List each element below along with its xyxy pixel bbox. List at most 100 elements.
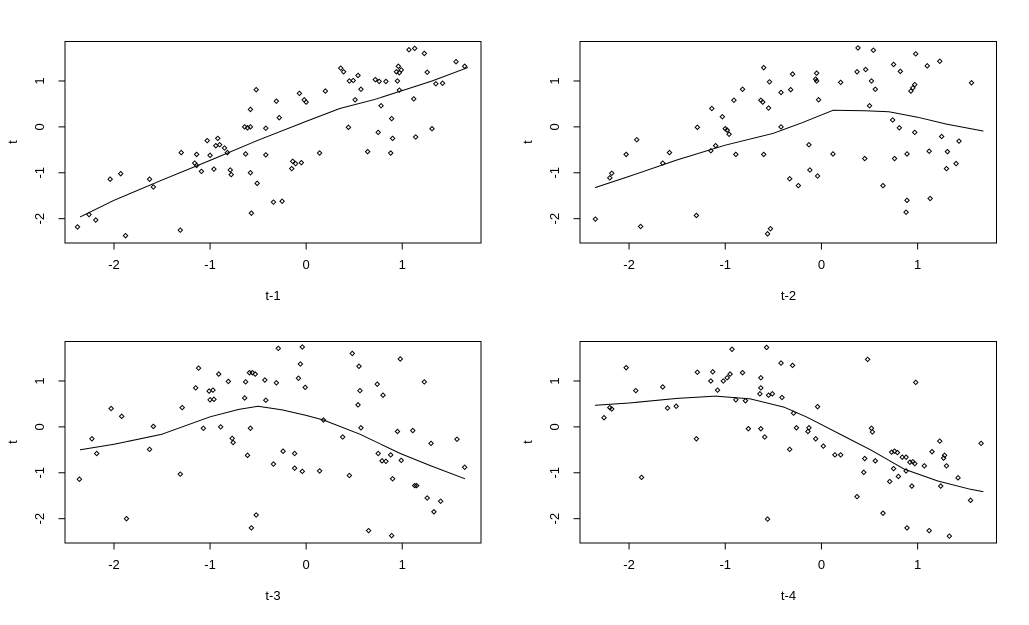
data-point — [211, 396, 217, 403]
data-point — [179, 404, 186, 411]
data-point — [261, 377, 268, 383]
data-point — [316, 150, 323, 156]
data-point — [813, 78, 820, 84]
data-point — [228, 171, 235, 178]
data-point — [659, 384, 666, 390]
data-point — [356, 363, 362, 370]
x-tick-label: 0 — [303, 257, 310, 272]
data-point — [375, 129, 382, 136]
data-point — [955, 474, 961, 481]
data-point — [814, 173, 821, 179]
data-point — [761, 434, 768, 440]
data-point — [254, 180, 261, 187]
data-point — [724, 127, 731, 133]
data-point — [707, 378, 714, 384]
y-tick-label: -2 — [547, 213, 562, 225]
data-point — [637, 223, 644, 230]
data-point — [253, 86, 260, 93]
data-point — [693, 435, 700, 442]
data-point — [396, 87, 403, 94]
data-point — [732, 396, 739, 403]
data-point — [461, 63, 468, 70]
data-point — [204, 137, 211, 144]
data-point — [227, 167, 234, 173]
data-point — [854, 68, 860, 75]
panel-t-3: -2 -1 0 1 -2 -1 0 1 — [32, 341, 482, 572]
data-point — [303, 99, 310, 105]
y-axis-title-panel2: t — [520, 140, 535, 144]
data-point — [292, 160, 299, 167]
x-tick-label: -1 — [204, 257, 216, 272]
data-point — [395, 63, 402, 70]
x-tick-label: 1 — [914, 257, 921, 272]
data-point — [253, 512, 260, 518]
x-tick-label: -2 — [623, 557, 635, 572]
data-point — [192, 384, 199, 391]
data-point — [229, 435, 236, 442]
data-point — [291, 450, 298, 457]
data-point — [355, 401, 361, 408]
data-point — [633, 136, 640, 143]
y-tick-label: -2 — [32, 513, 47, 525]
data-point — [350, 77, 357, 84]
data-point — [88, 435, 95, 442]
data-point — [262, 397, 269, 404]
panel-t-4: -2 -1 0 1 -2 -1 0 1 — [547, 341, 997, 572]
data-point — [413, 482, 420, 489]
data-point — [890, 61, 897, 68]
data-point — [855, 45, 861, 51]
data-point — [409, 427, 416, 434]
x-axis-title-lag4: t-4 — [780, 588, 797, 603]
data-point — [831, 451, 838, 458]
data-point — [382, 78, 389, 85]
data-point — [756, 390, 763, 397]
y-tick-label: 0 — [547, 123, 562, 130]
data-point — [926, 527, 933, 534]
panel-t-1: -2 -1 0 1 -2 -1 0 1 — [32, 41, 482, 272]
data-point — [247, 106, 254, 113]
plot-box — [64, 341, 482, 544]
data-point — [270, 461, 277, 467]
data-point — [93, 450, 100, 457]
data-point — [241, 395, 248, 401]
data-point — [911, 460, 918, 467]
data-point — [206, 388, 213, 394]
data-point — [862, 66, 869, 73]
data-point — [861, 455, 868, 462]
data-point — [387, 451, 394, 458]
data-point — [861, 155, 868, 162]
data-point — [943, 165, 950, 172]
data-point — [897, 68, 904, 75]
data-point — [394, 428, 401, 435]
data-point — [757, 425, 764, 432]
data-point — [273, 98, 280, 105]
data-point — [632, 387, 639, 394]
data-point — [200, 425, 207, 432]
data-point — [86, 211, 92, 218]
data-point — [936, 58, 943, 65]
data-point — [247, 425, 254, 432]
data-point — [814, 403, 821, 410]
data-point — [921, 462, 928, 469]
data-point — [248, 210, 255, 217]
x-axis-title-lag1: t-1 — [265, 288, 281, 303]
data-point — [107, 176, 114, 183]
data-point — [727, 371, 733, 377]
data-point — [745, 425, 752, 432]
data-point — [320, 417, 327, 423]
data-point — [911, 129, 918, 136]
data-point — [759, 99, 766, 105]
data-point — [230, 439, 237, 446]
data-point — [242, 378, 249, 385]
data-point — [389, 135, 396, 142]
data-point — [374, 381, 381, 388]
data-point — [912, 50, 919, 57]
data-point — [358, 86, 364, 93]
data-point — [726, 131, 733, 138]
data-point — [815, 96, 822, 103]
data-point — [424, 69, 431, 76]
data-point — [760, 64, 767, 71]
lowess-curve — [79, 405, 466, 480]
